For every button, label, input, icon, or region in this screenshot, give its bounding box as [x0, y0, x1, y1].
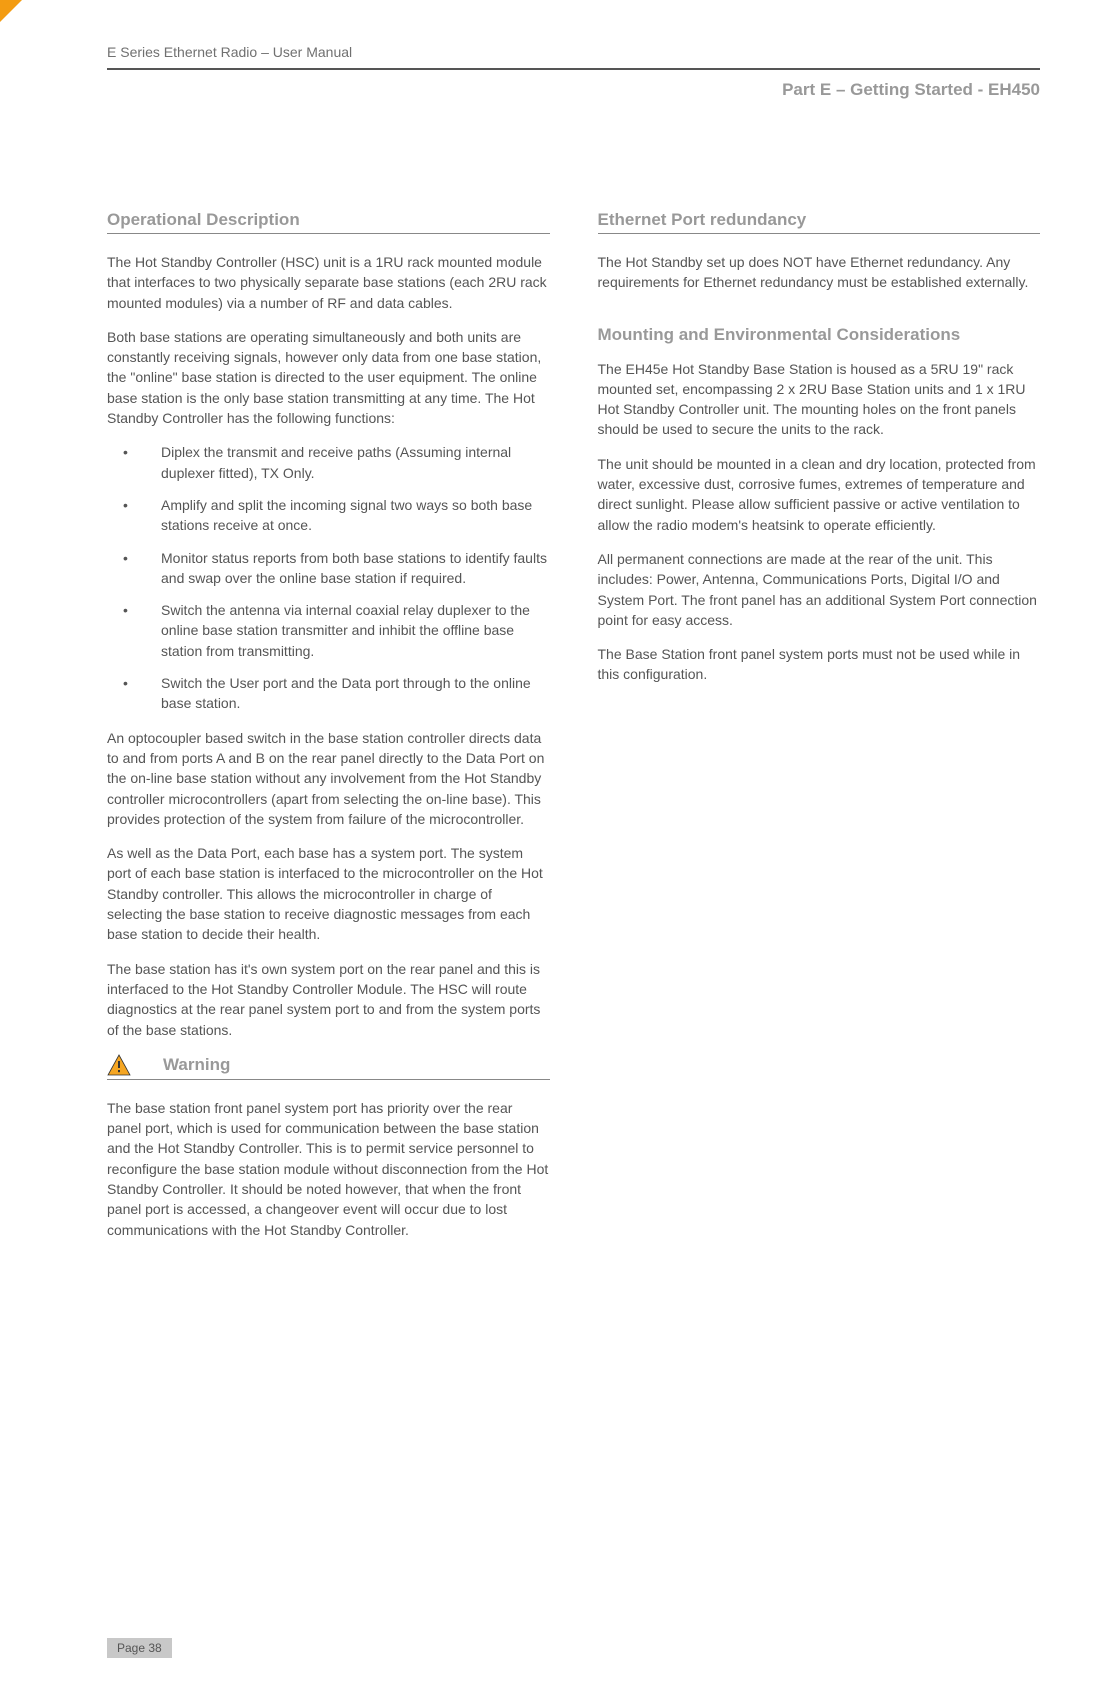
- list-item: Switch the antenna via internal coaxial …: [107, 600, 550, 661]
- left-column: Operational Description The Hot Standby …: [107, 210, 550, 1254]
- body-text: The base station front panel system port…: [107, 1098, 550, 1240]
- list-item: Switch the User port and the Data port t…: [107, 673, 550, 714]
- list-item: Amplify and split the incoming signal tw…: [107, 495, 550, 536]
- page-corner-decoration: [0, 0, 22, 22]
- content-wrapper: E Series Ethernet Radio – User Manual Pa…: [0, 0, 1120, 1254]
- body-text: The EH45e Hot Standby Base Station is ho…: [598, 359, 1041, 440]
- body-text: The base station has it's own system por…: [107, 959, 550, 1040]
- body-text: The Base Station front panel system port…: [598, 644, 1041, 685]
- part-title: Part E – Getting Started - EH450: [107, 70, 1040, 100]
- body-text: The Hot Standby Controller (HSC) unit is…: [107, 252, 550, 313]
- operational-description-heading: Operational Description: [107, 210, 550, 234]
- warning-label: Warning: [163, 1055, 230, 1075]
- ethernet-redundancy-heading: Ethernet Port redundancy: [598, 210, 1041, 234]
- page-number: Page 38: [107, 1638, 172, 1658]
- mounting-heading: Mounting and Environmental Consideration…: [598, 325, 1041, 345]
- columns: Operational Description The Hot Standby …: [107, 210, 1040, 1254]
- body-text: All permanent connections are made at th…: [598, 549, 1041, 630]
- body-text: As well as the Data Port, each base has …: [107, 843, 550, 944]
- body-text: Both base stations are operating simulta…: [107, 327, 550, 428]
- body-text: An optocoupler based switch in the base …: [107, 728, 550, 829]
- right-column: Ethernet Port redundancy The Hot Standby…: [598, 210, 1041, 1254]
- body-text: The Hot Standby set up does NOT have Eth…: [598, 252, 1041, 293]
- warning-triangle-icon: [107, 1054, 131, 1076]
- list-item: Monitor status reports from both base st…: [107, 548, 550, 589]
- bullet-list: Diplex the transmit and receive paths (A…: [107, 442, 550, 713]
- list-item: Diplex the transmit and receive paths (A…: [107, 442, 550, 483]
- warning-heading-row: Warning: [107, 1054, 550, 1080]
- body-text: The unit should be mounted in a clean an…: [598, 454, 1041, 535]
- doc-title: E Series Ethernet Radio – User Manual: [107, 44, 1040, 70]
